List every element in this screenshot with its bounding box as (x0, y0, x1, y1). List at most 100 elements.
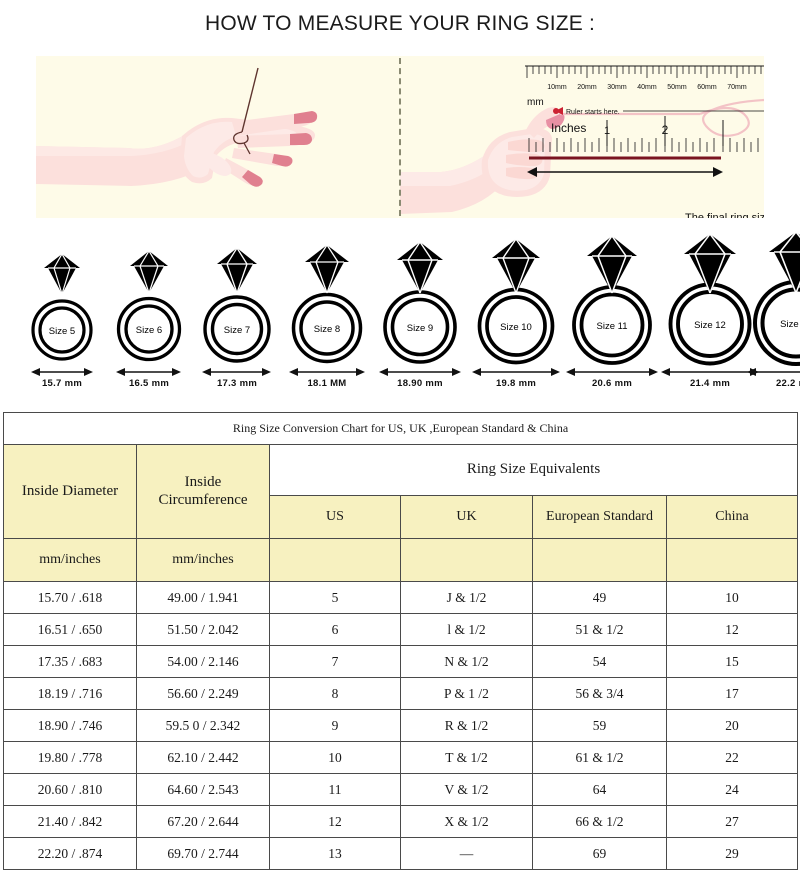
cell-us: 10 (270, 742, 401, 774)
svg-text:10mm: 10mm (547, 84, 567, 91)
cell-european: 69 (533, 838, 667, 870)
ring-size-label: Size 13 (740, 319, 800, 330)
cell-china: 20 (667, 710, 798, 742)
units-spacer-uk (401, 539, 533, 582)
ring-mm-label: 19.8 mm (462, 378, 570, 389)
table-title: Ring Size Conversion Chart for US, UK ,E… (4, 413, 798, 445)
cell-circumference: 49.00 / 1.941 (137, 582, 270, 614)
cell-circumference: 64.60 / 2.543 (137, 774, 270, 806)
cell-european: 66 & 1/2 (533, 806, 667, 838)
cell-china: 17 (667, 678, 798, 710)
ring-icon (368, 240, 472, 366)
cell-china: 24 (667, 774, 798, 806)
cell-china: 15 (667, 646, 798, 678)
cell-us: 6 (270, 614, 401, 646)
ring-mm-label: 18.90 mm (368, 378, 472, 389)
cell-circumference: 54.00 / 2.146 (137, 646, 270, 678)
measure-arrow-icon (104, 366, 194, 378)
cell-diameter: 16.51 / .650 (4, 614, 137, 646)
cell-diameter: 22.20 / .874 (4, 838, 137, 870)
measure-arrow-icon (368, 366, 472, 378)
subheader-us: US (270, 496, 401, 539)
page-title: HOW TO MEASURE YOUR RING SIZE : (0, 12, 800, 36)
ring-size-conversion-table: Ring Size Conversion Chart for US, UK ,E… (3, 412, 798, 870)
header-ring-size-equivalents: Ring Size Equivalents (270, 445, 798, 496)
ring-item: Size 6 16.5 mm (104, 246, 194, 386)
svg-text:Ruler starts here.: Ruler starts here. (566, 109, 620, 116)
ring-item: Size 5 15.7 mm (18, 248, 106, 388)
svg-text:2: 2 (662, 123, 669, 137)
cell-uk: R & 1/2 (401, 710, 533, 742)
svg-text:30mm: 30mm (607, 84, 627, 91)
panel-divider (399, 58, 401, 216)
cell-circumference: 69.70 / 2.744 (137, 838, 270, 870)
cell-diameter: 17.35 / .683 (4, 646, 137, 678)
cell-uk: — (401, 838, 533, 870)
cell-uk: V & 1/2 (401, 774, 533, 806)
ring-icon (740, 232, 800, 366)
cell-uk: J & 1/2 (401, 582, 533, 614)
subheader-european: European Standard (533, 496, 667, 539)
cell-us: 9 (270, 710, 401, 742)
ring-mm-label: 18.1 MM (278, 378, 376, 389)
svg-text:70mm: 70mm (727, 84, 747, 91)
header-inside-circumference: Inside Circumference (137, 445, 270, 539)
panel-wrap-thread: • Wrap a thread around your finger (36, 56, 400, 218)
cell-uk: l & 1/2 (401, 614, 533, 646)
ring-icon (104, 246, 194, 366)
cell-european: 51 & 1/2 (533, 614, 667, 646)
cell-china: 27 (667, 806, 798, 838)
cell-diameter: 21.40 / .842 (4, 806, 137, 838)
cell-circumference: 51.50 / 2.042 (137, 614, 270, 646)
measure-arrow-icon (740, 366, 800, 378)
svg-text:1: 1 (604, 125, 610, 137)
cell-european: 59 (533, 710, 667, 742)
ring-icon (18, 248, 106, 366)
cell-us: 8 (270, 678, 401, 710)
cell-european: 56 & 3/4 (533, 678, 667, 710)
table-group-header-row: Inside Diameter Inside Circumference Rin… (4, 445, 798, 496)
cell-china: 22 (667, 742, 798, 774)
table-row: 20.60 / .810 64.60 / 2.543 11 V & 1/2 64… (4, 774, 798, 806)
cell-us: 7 (270, 646, 401, 678)
ring-size-label: Size 9 (368, 323, 472, 334)
cell-diameter: 19.80 / .778 (4, 742, 137, 774)
svg-text:20mm: 20mm (577, 84, 597, 91)
ring-size-label: Size 10 (462, 322, 570, 333)
ring-item: Size 8 18.1 MM (278, 242, 376, 386)
table-row: 18.90 / .746 59.5 0 / 2.342 9 R & 1/2 59… (4, 710, 798, 742)
table-title-row: Ring Size Conversion Chart for US, UK ,E… (4, 413, 798, 445)
cell-us: 5 (270, 582, 401, 614)
table-units-row: mm/inches mm/inches (4, 539, 798, 582)
table-row: 17.35 / .683 54.00 / 2.146 7 N & 1/2 54 … (4, 646, 798, 678)
svg-text:40mm: 40mm (637, 84, 657, 91)
measure-arrow-icon (18, 366, 106, 378)
cell-us: 13 (270, 838, 401, 870)
measure-arrow-icon (462, 366, 570, 378)
measure-arrow-icon (190, 366, 284, 378)
svg-text:50mm: 50mm (667, 84, 687, 91)
table-row: 22.20 / .874 69.70 / 2.744 13 — 69 29 (4, 838, 798, 870)
ring-item: Size 10 19.8 mm (462, 238, 570, 386)
table-row: 19.80 / .778 62.10 / 2.442 10 T & 1/2 61… (4, 742, 798, 774)
ring-item: Size 7 17.3 mm (190, 244, 284, 386)
cell-china: 10 (667, 582, 798, 614)
header-inside-diameter: Inside Diameter (4, 445, 137, 539)
cell-diameter: 18.19 / .716 (4, 678, 137, 710)
ring-size-label: Size 5 (18, 326, 106, 337)
cell-european: 54 (533, 646, 667, 678)
cell-china: 12 (667, 614, 798, 646)
table-row: 16.51 / .650 51.50 / 2.042 6 l & 1/2 51 … (4, 614, 798, 646)
ring-size-label: Size 8 (278, 324, 376, 335)
ring-mm-label: 16.5 mm (104, 378, 194, 389)
units-spacer-china (667, 539, 798, 582)
cell-uk: N & 1/2 (401, 646, 533, 678)
ring-icon (462, 238, 570, 366)
svg-text:Inches: Inches (551, 121, 586, 135)
ring-size-label: Size 6 (104, 325, 194, 336)
svg-text:60mm: 60mm (697, 84, 717, 91)
cell-china: 29 (667, 838, 798, 870)
ring-icon (190, 244, 284, 366)
